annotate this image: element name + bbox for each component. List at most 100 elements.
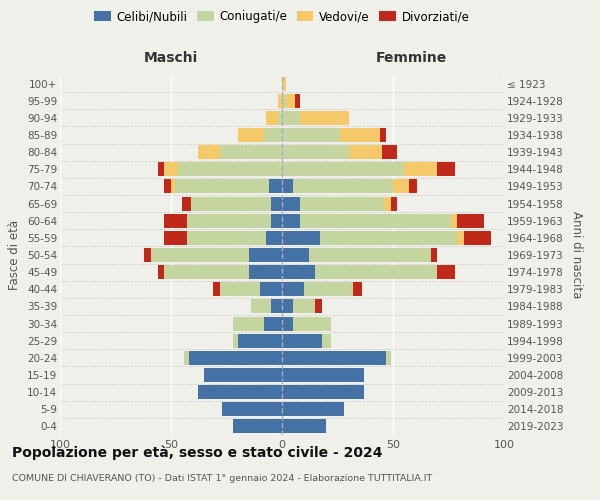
Bar: [404, 162, 437, 176]
Bar: [187, 214, 271, 228]
Bar: [264, 128, 282, 142]
Bar: [300, 214, 451, 228]
Bar: [349, 145, 382, 159]
Bar: [282, 316, 293, 330]
Bar: [282, 282, 304, 296]
Bar: [457, 214, 484, 228]
Bar: [322, 334, 331, 347]
Bar: [164, 214, 187, 228]
Bar: [282, 300, 293, 314]
Bar: [464, 231, 491, 245]
Text: Maschi: Maschi: [144, 52, 198, 66]
Bar: [282, 265, 316, 279]
Bar: [282, 145, 349, 159]
Bar: [251, 300, 271, 314]
Bar: [308, 248, 431, 262]
Bar: [386, 351, 391, 365]
Bar: [271, 300, 282, 314]
Bar: [171, 180, 175, 194]
Bar: [300, 196, 384, 210]
Bar: [278, 94, 282, 108]
Bar: [197, 385, 282, 399]
Bar: [282, 94, 286, 108]
Bar: [282, 368, 364, 382]
Bar: [278, 111, 282, 125]
Bar: [391, 196, 397, 210]
Bar: [220, 282, 260, 296]
Bar: [164, 231, 187, 245]
Bar: [282, 162, 404, 176]
Bar: [269, 180, 282, 194]
Bar: [266, 111, 278, 125]
Bar: [316, 265, 437, 279]
Bar: [353, 282, 362, 296]
Bar: [282, 420, 326, 434]
Bar: [282, 196, 300, 210]
Y-axis label: Fasce di età: Fasce di età: [8, 220, 22, 290]
Bar: [151, 248, 249, 262]
Bar: [300, 111, 349, 125]
Bar: [380, 128, 386, 142]
Bar: [409, 180, 418, 194]
Bar: [204, 368, 282, 382]
Bar: [293, 316, 331, 330]
Bar: [304, 282, 353, 296]
Bar: [182, 196, 191, 210]
Bar: [220, 145, 282, 159]
Bar: [164, 162, 178, 176]
Bar: [260, 282, 282, 296]
Bar: [282, 76, 286, 90]
Bar: [384, 196, 391, 210]
Text: COMUNE DI CHIAVERANO (TO) - Dati ISTAT 1° gennaio 2024 - Elaborazione TUTTITALIA: COMUNE DI CHIAVERANO (TO) - Dati ISTAT 1…: [12, 474, 432, 483]
Bar: [266, 231, 282, 245]
Bar: [382, 145, 397, 159]
Bar: [158, 265, 164, 279]
Bar: [282, 111, 300, 125]
Bar: [437, 162, 455, 176]
Bar: [187, 231, 266, 245]
Bar: [340, 128, 380, 142]
Bar: [249, 265, 282, 279]
Bar: [286, 94, 295, 108]
Bar: [282, 385, 364, 399]
Bar: [293, 300, 316, 314]
Y-axis label: Anni di nascita: Anni di nascita: [570, 212, 583, 298]
Bar: [233, 334, 238, 347]
Bar: [282, 248, 308, 262]
Bar: [233, 420, 282, 434]
Legend: Celibi/Nubili, Coniugati/e, Vedovi/e, Divorziati/e: Celibi/Nubili, Coniugati/e, Vedovi/e, Di…: [89, 6, 475, 28]
Bar: [282, 231, 320, 245]
Bar: [271, 196, 282, 210]
Bar: [249, 248, 282, 262]
Bar: [158, 162, 164, 176]
Bar: [175, 180, 269, 194]
Bar: [282, 180, 293, 194]
Text: Popolazione per età, sesso e stato civile - 2024: Popolazione per età, sesso e stato civil…: [12, 446, 383, 460]
Bar: [295, 94, 300, 108]
Bar: [316, 300, 322, 314]
Bar: [184, 351, 189, 365]
Bar: [145, 248, 151, 262]
Bar: [164, 265, 249, 279]
Text: Femmine: Femmine: [376, 52, 446, 66]
Bar: [197, 145, 220, 159]
Bar: [213, 282, 220, 296]
Bar: [451, 214, 457, 228]
Bar: [233, 316, 264, 330]
Bar: [282, 128, 340, 142]
Bar: [393, 180, 409, 194]
Bar: [282, 402, 344, 416]
Bar: [178, 162, 282, 176]
Bar: [282, 351, 386, 365]
Bar: [437, 265, 455, 279]
Bar: [293, 180, 393, 194]
Bar: [189, 351, 282, 365]
Bar: [320, 231, 457, 245]
Bar: [271, 214, 282, 228]
Bar: [431, 248, 437, 262]
Bar: [164, 180, 171, 194]
Bar: [238, 334, 282, 347]
Bar: [282, 334, 322, 347]
Bar: [282, 214, 300, 228]
Bar: [238, 128, 264, 142]
